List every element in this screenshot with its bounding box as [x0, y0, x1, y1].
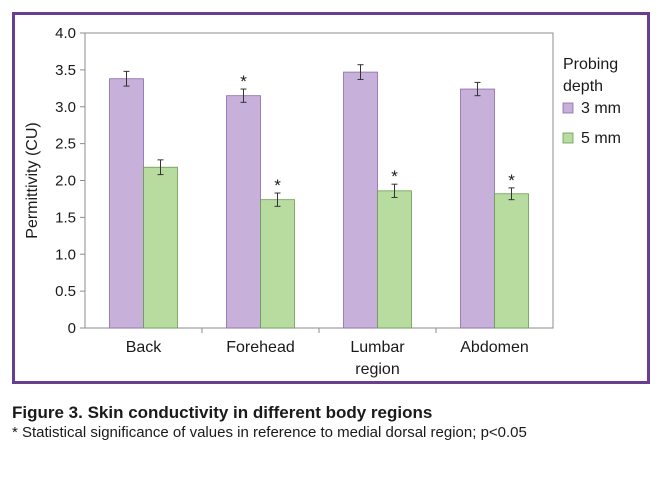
significance-mark: * — [274, 176, 281, 195]
y-tick-label: 1.5 — [55, 209, 76, 226]
bar — [109, 78, 144, 329]
caption-note: * Statistical significance of values in … — [12, 424, 527, 441]
legend-title: Probing — [563, 56, 618, 73]
y-tick-label: 2.5 — [55, 136, 76, 153]
figure-caption: Figure 3. Skin conductivity in different… — [12, 402, 650, 442]
legend-label: 5 mm — [581, 130, 621, 147]
y-tick-label: 3.5 — [55, 62, 76, 79]
significance-mark: * — [240, 72, 247, 91]
y-tick-label: 4.0 — [55, 25, 76, 42]
legend-swatch — [562, 102, 574, 114]
bar — [460, 88, 495, 329]
bar — [377, 190, 412, 329]
y-tick-label: 2.0 — [55, 173, 76, 190]
bar — [226, 95, 261, 329]
bar — [343, 71, 378, 329]
caption-title: Figure 3. Skin conductivity in different… — [12, 403, 433, 422]
bar — [143, 166, 178, 329]
y-tick-label: 0 — [68, 320, 76, 337]
x-tick-label: Lumbar — [350, 339, 405, 356]
y-tick-label: 3.0 — [55, 99, 76, 116]
bar-chart: 0 0.5 1.0 1.5 2.0 2.5 3.0 3.5 4.0 Permittivity (C… — [24, 25, 621, 378]
y-axis-label: Permittivity (CU) — [24, 122, 41, 238]
bar — [260, 199, 295, 329]
y-tick-label: 0.5 — [55, 283, 76, 300]
legend-swatch — [562, 132, 574, 144]
x-tick-label: region — [355, 361, 399, 378]
chart-frame: 0 0.5 1.0 1.5 2.0 2.5 3.0 3.5 4.0 Permittivity (C… — [12, 12, 650, 384]
y-tick-label: 1.0 — [55, 246, 76, 263]
legend-label: 3 mm — [581, 100, 621, 117]
bar — [494, 193, 529, 329]
significance-mark: * — [508, 171, 515, 190]
x-tick-label: Back — [126, 339, 163, 356]
legend-title: depth — [563, 78, 603, 95]
x-tick-label: Abdomen — [460, 339, 529, 356]
significance-mark: * — [391, 167, 398, 186]
x-tick-label: Forehead — [226, 339, 295, 356]
